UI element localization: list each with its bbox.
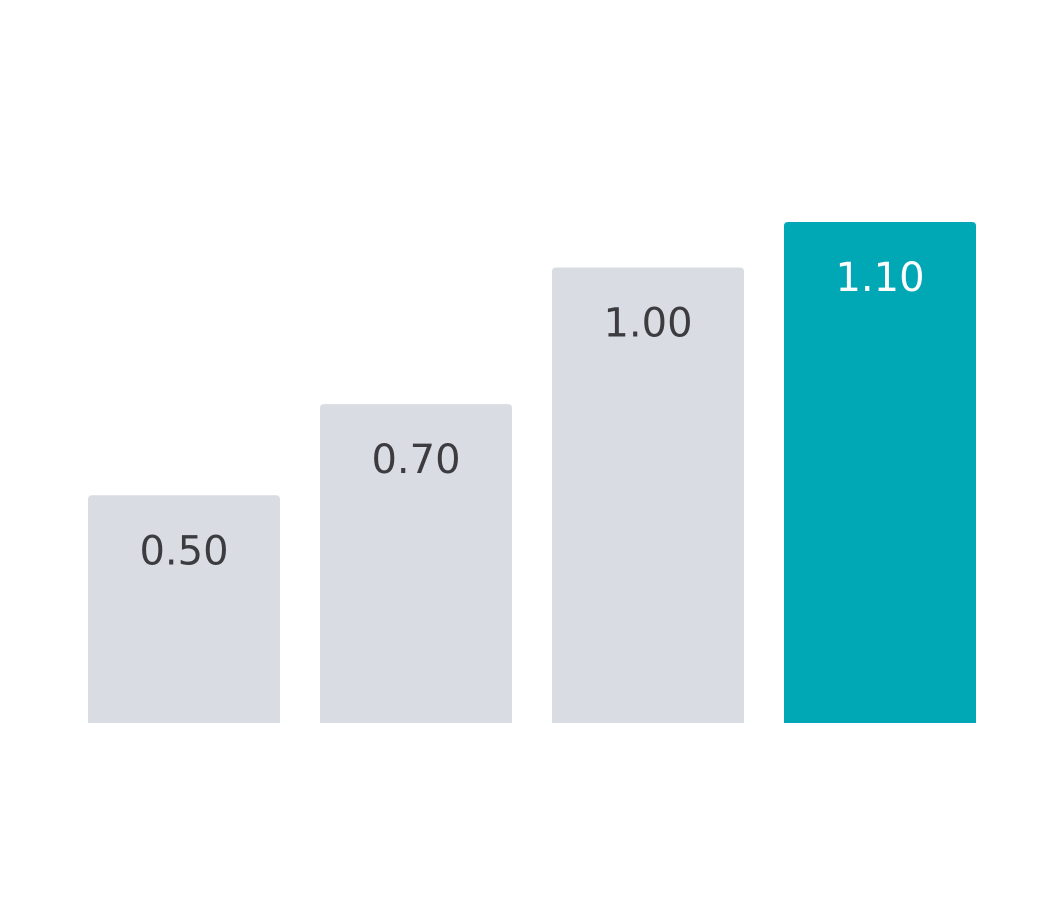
value-label: 0.50 [139,528,228,574]
value-label: 1.00 [603,301,692,347]
bar [320,404,512,723]
value-label: 1.10 [835,255,924,301]
bar [784,222,976,723]
bar [88,495,280,723]
value-label: 0.70 [371,437,460,483]
bar [552,267,744,723]
